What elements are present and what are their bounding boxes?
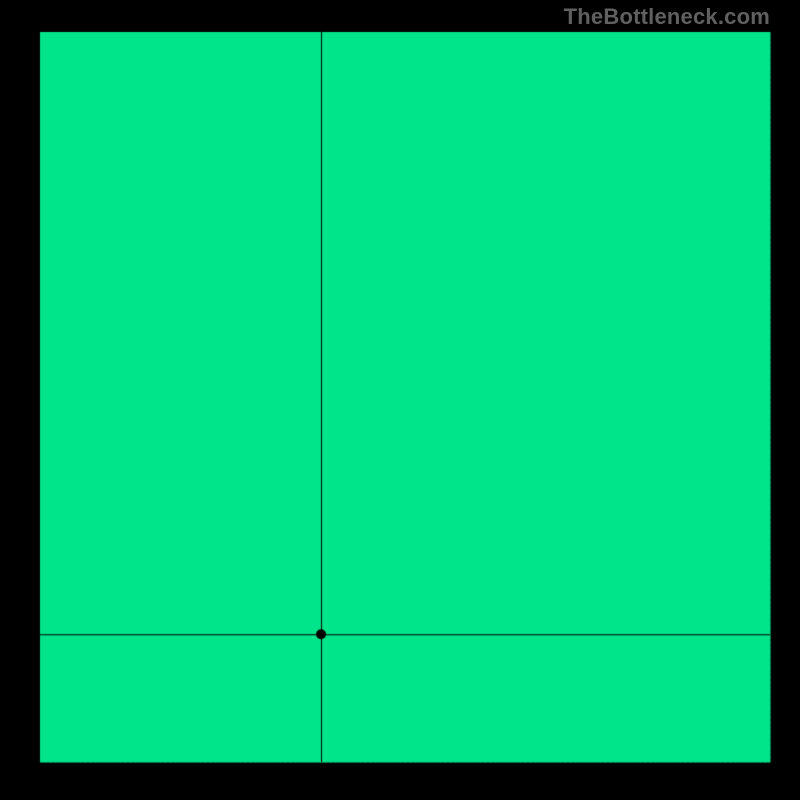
watermark-text: TheBottleneck.com: [564, 4, 770, 30]
chart-frame: { "watermark": { "text": "TheBottleneck.…: [0, 0, 800, 800]
bottleneck-heatmap: [0, 0, 800, 800]
